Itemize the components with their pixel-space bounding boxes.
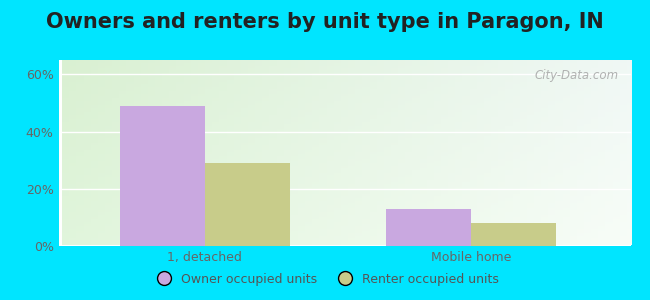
- Text: City-Data.com: City-Data.com: [535, 69, 619, 82]
- Bar: [120, 106, 205, 246]
- Bar: [385, 209, 471, 246]
- Bar: [471, 223, 556, 246]
- Text: Owners and renters by unit type in Paragon, IN: Owners and renters by unit type in Parag…: [46, 12, 604, 32]
- Bar: [205, 163, 290, 246]
- Legend: Owner occupied units, Renter occupied units: Owner occupied units, Renter occupied un…: [146, 268, 504, 291]
